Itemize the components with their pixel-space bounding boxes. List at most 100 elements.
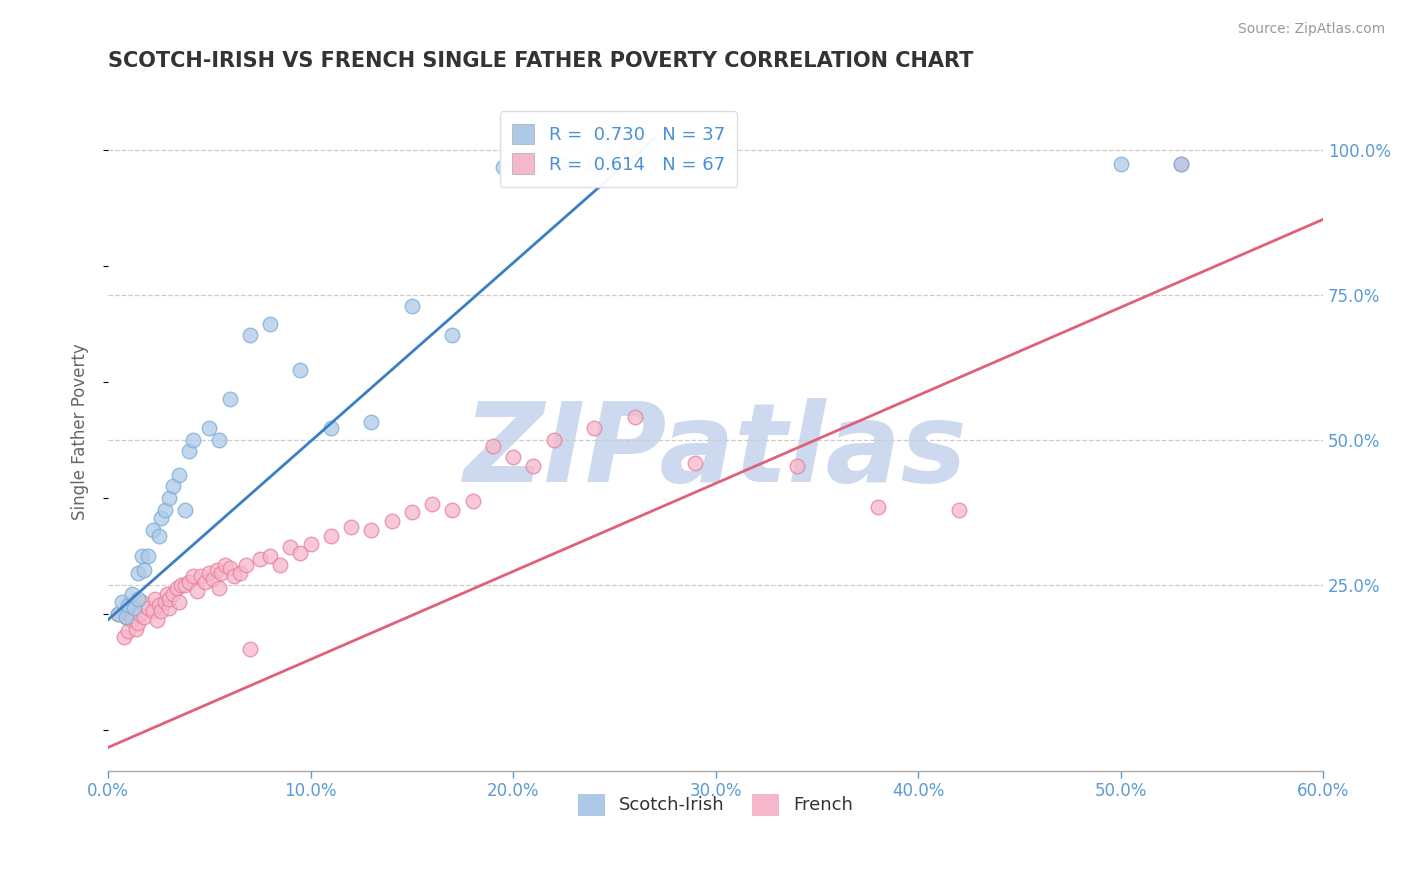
Point [190, 569, 212, 583]
Point [278, 541, 301, 555]
Point [177, 575, 200, 590]
Point [138, 601, 160, 615]
Point [157, 491, 180, 505]
Point [167, 467, 190, 482]
Point [153, 502, 176, 516]
Point [208, 433, 231, 447]
Point [194, 575, 217, 590]
Point [153, 595, 176, 609]
Point [401, 505, 423, 519]
Point [121, 613, 143, 627]
Text: SCOTCH-IRISH VS FRENCH SINGLE FATHER POVERTY CORRELATION CHART: SCOTCH-IRISH VS FRENCH SINGLE FATHER POV… [108, 51, 973, 70]
Point [380, 514, 402, 528]
Point [401, 300, 423, 314]
Point [198, 566, 221, 581]
Point [543, 433, 565, 447]
Point [131, 549, 153, 563]
Point [148, 599, 170, 613]
Point [157, 592, 180, 607]
Point [583, 421, 606, 435]
Point [107, 607, 129, 621]
Text: ZIPatlas: ZIPatlas [464, 398, 967, 505]
Point [134, 564, 156, 578]
Point [131, 595, 153, 609]
Point [174, 578, 197, 592]
Point [127, 566, 149, 581]
Point [441, 502, 464, 516]
Point [186, 583, 208, 598]
Point [117, 624, 139, 639]
Point [149, 604, 172, 618]
Point [360, 416, 382, 430]
Point [127, 615, 149, 630]
Point [181, 433, 204, 447]
Point [208, 581, 231, 595]
Point [209, 566, 232, 581]
Point [319, 529, 342, 543]
Point [162, 587, 184, 601]
Point [124, 601, 146, 615]
Point [461, 493, 484, 508]
Point [214, 558, 236, 572]
Point [1170, 157, 1192, 171]
Point [522, 458, 544, 473]
Point [156, 587, 179, 601]
Point [117, 599, 139, 613]
Point [218, 560, 240, 574]
Point [502, 450, 524, 465]
Point [290, 363, 312, 377]
Point [1170, 157, 1192, 171]
Point [222, 569, 245, 583]
Point [259, 317, 281, 331]
Point [149, 511, 172, 525]
Point [948, 502, 970, 516]
Point [239, 641, 262, 656]
Point [145, 613, 167, 627]
Point [420, 497, 443, 511]
Point [107, 607, 129, 621]
Point [115, 610, 138, 624]
Point [202, 572, 225, 586]
Point [239, 328, 262, 343]
Point [115, 610, 138, 624]
Point [167, 595, 190, 609]
Point [162, 479, 184, 493]
Point [134, 610, 156, 624]
Y-axis label: Single Father Poverty: Single Father Poverty [72, 343, 89, 519]
Point [198, 421, 221, 435]
Point [269, 558, 291, 572]
Point [129, 607, 152, 621]
Point [121, 587, 143, 601]
Text: Source: ZipAtlas.com: Source: ZipAtlas.com [1237, 22, 1385, 37]
Point [340, 520, 363, 534]
Point [138, 549, 160, 563]
Point [786, 458, 808, 473]
Point [866, 500, 889, 514]
Point [481, 439, 503, 453]
Point [125, 622, 148, 636]
Point [112, 630, 135, 644]
Point [117, 601, 139, 615]
Point [157, 601, 180, 615]
Point [583, 157, 606, 171]
Point [290, 546, 312, 560]
Point [127, 592, 149, 607]
Point [259, 549, 281, 563]
Point [492, 160, 515, 174]
Point [299, 537, 322, 551]
Point [141, 523, 163, 537]
Point [218, 392, 240, 407]
Point [235, 558, 257, 572]
Point [170, 578, 193, 592]
Point [177, 444, 200, 458]
Point [207, 564, 229, 578]
Point [553, 157, 575, 171]
Point [166, 581, 188, 595]
Legend: Scotch-Irish, French: Scotch-Irish, French [571, 787, 860, 822]
Point [181, 569, 204, 583]
Point [174, 502, 197, 516]
Point [148, 529, 170, 543]
Point [623, 409, 645, 424]
Point [1109, 157, 1132, 171]
Point [249, 552, 271, 566]
